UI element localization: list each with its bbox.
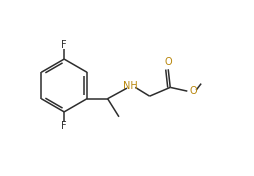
Text: F: F	[61, 40, 67, 50]
Text: F: F	[61, 121, 67, 131]
Text: O: O	[164, 57, 172, 67]
Text: NH: NH	[123, 81, 138, 91]
Text: O: O	[189, 86, 197, 96]
